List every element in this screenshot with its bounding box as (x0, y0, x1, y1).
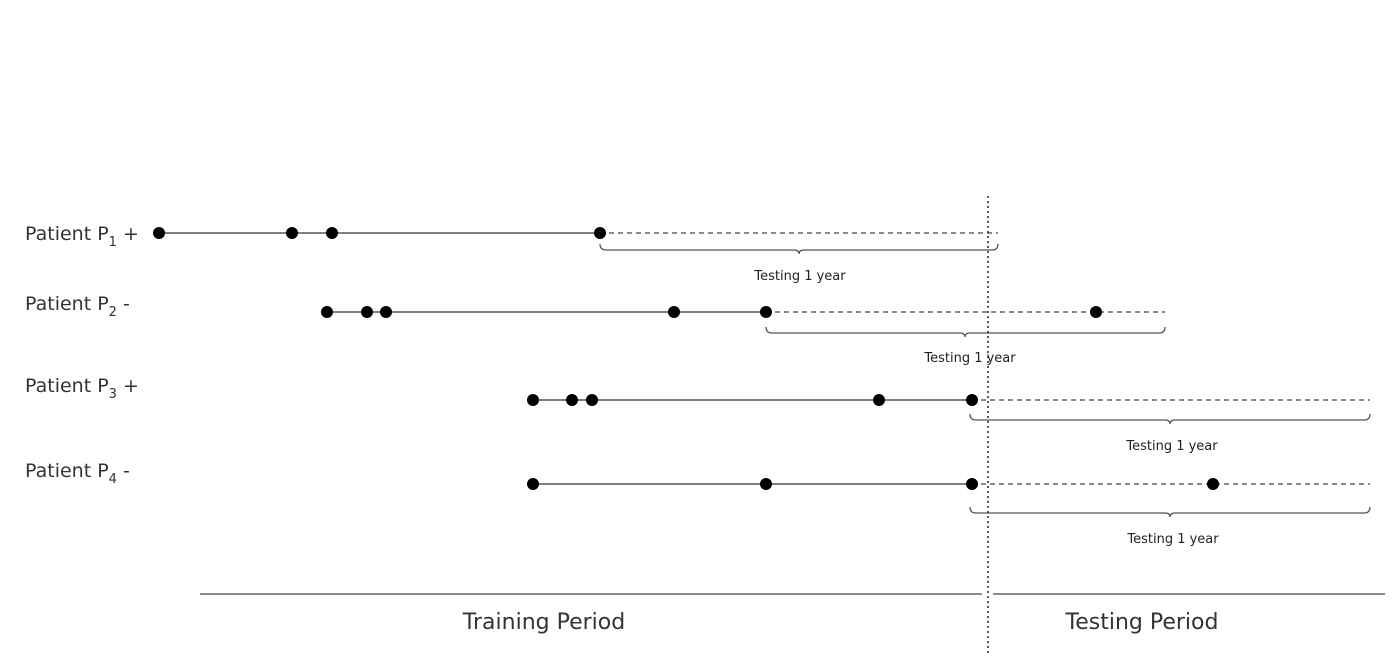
patient-sign: - (123, 460, 130, 482)
patient-index: 1 (109, 235, 117, 250)
window-label: Testing 1 year (923, 351, 1016, 366)
patient-name: Patient P (25, 223, 109, 245)
patient-label: Patient P1 + (25, 223, 139, 250)
patient-sign: + (123, 375, 139, 397)
patient-name: Patient P (25, 375, 109, 397)
period-label: Testing Period (1065, 610, 1219, 635)
patient-index: 2 (109, 305, 117, 320)
timeline (153, 227, 999, 255)
patient-label: Patient P2- (25, 293, 130, 320)
window-label: Testing 1 year (753, 269, 846, 284)
patient-name: Patient P (25, 293, 109, 315)
window-label: Testing 1 year (1126, 532, 1219, 547)
patient-label: Patient P4- (25, 460, 130, 487)
timeline (527, 478, 1371, 518)
patient-sign: - (123, 293, 130, 315)
timeline (527, 394, 1371, 425)
patient-index: 4 (109, 472, 117, 487)
period-label: Training Period (462, 610, 625, 635)
patient-label: Patient P3 + (25, 375, 139, 402)
patient-sign: + (123, 223, 139, 245)
window-label: Testing 1 year (1125, 439, 1218, 454)
timeline (321, 306, 1166, 338)
patient-name: Patient P (25, 460, 109, 482)
patient-index: 3 (109, 387, 117, 402)
